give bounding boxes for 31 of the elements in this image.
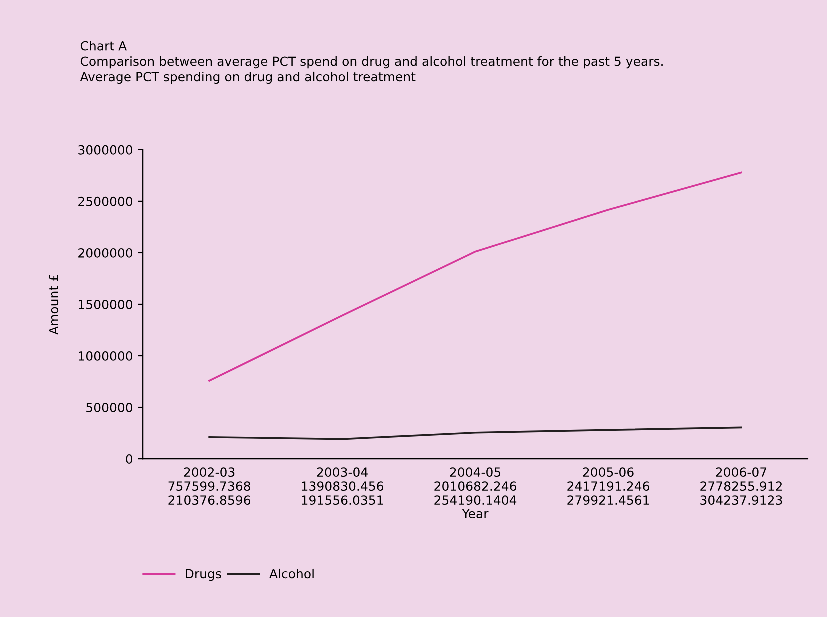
data-label: 254190.1404 [434, 496, 517, 506]
x-tick-label: 2002-03 [184, 468, 235, 478]
y-axis-title: Amount £ [49, 275, 59, 335]
data-label: 210376.8596 [168, 496, 251, 506]
data-label: 757599.7368 [168, 482, 250, 492]
data-label: 2010682.246 [434, 482, 516, 492]
text: Average PCT spending on drug and alcohol treatment [80, 72, 416, 84]
y-tick-label: 2500000 [78, 196, 133, 206]
x-tick-label: 2005-06 [583, 468, 634, 478]
line-series [208, 426, 742, 440]
y-tick-label: 1000000 [79, 351, 133, 361]
data-label: 2778255.912 [700, 482, 782, 492]
chart-title: Chart A [80, 41, 127, 51]
data-label: 191556.0351 [302, 496, 384, 506]
x-axis-title: Year [462, 509, 489, 519]
y-tick-label: 2000000 [78, 248, 133, 258]
data-label: 304237.9123 [700, 496, 782, 506]
y-tick-label: 500000 [86, 403, 133, 412]
x-tick-label: 2004-05 [450, 468, 501, 478]
data-label: 2417191.246 [568, 482, 650, 492]
legend-label: Alcohol [270, 568, 314, 579]
y-tick-label: 1500000 [79, 300, 133, 310]
data-label: 279921.4561 [568, 496, 650, 506]
legend-label: Drugs [186, 569, 222, 582]
y-tick-label: 3000000 [78, 145, 133, 155]
chart-subtitle: Comparison between average PCT spend on drug and alcohol treatment for the past 5 years. [80, 56, 663, 69]
x-tick-label: 2006-07 [716, 468, 767, 478]
x-tick-label: 2003-04 [317, 468, 368, 478]
data-label: 1390830.456 [302, 482, 384, 492]
line-series [208, 172, 742, 382]
y-tick-label: 0 [126, 454, 133, 464]
